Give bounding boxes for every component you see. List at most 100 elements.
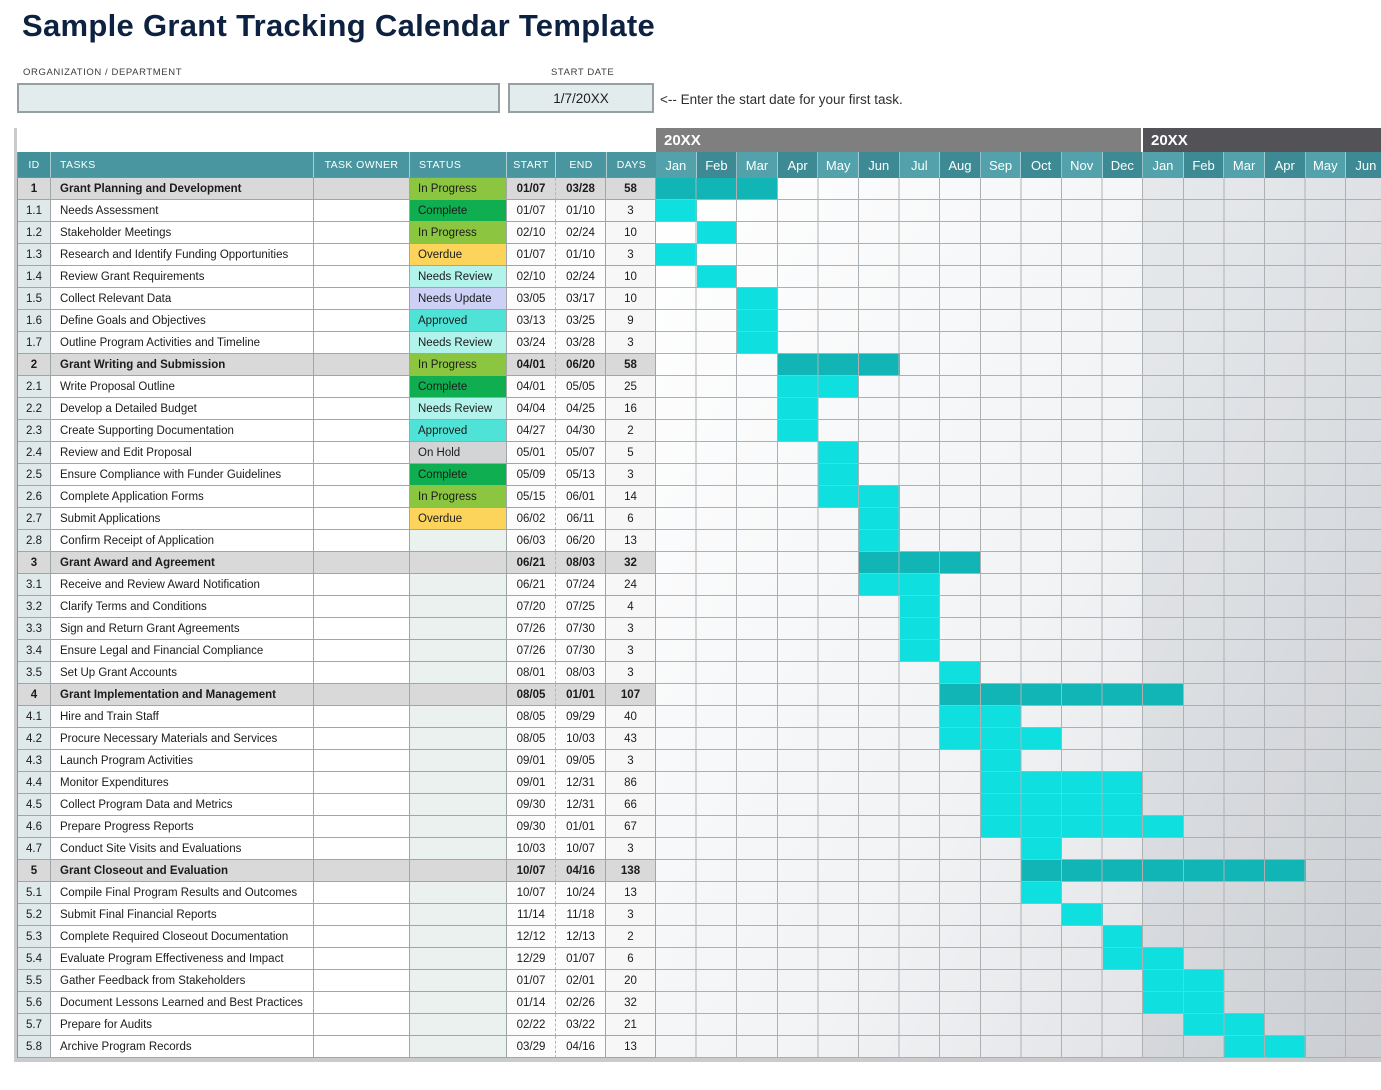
cell-start[interactable]: 07/26	[507, 640, 556, 662]
cell-days[interactable]: 58	[606, 178, 656, 200]
cell-owner[interactable]	[314, 750, 410, 772]
cell-task[interactable]: Launch Program Activities	[51, 750, 314, 772]
cell-start[interactable]: 09/30	[507, 794, 556, 816]
cell-days[interactable]: 3	[606, 464, 656, 486]
cell-days[interactable]: 86	[606, 772, 656, 794]
cell-end[interactable]: 05/13	[555, 464, 606, 486]
cell-end[interactable]: 01/10	[555, 244, 606, 266]
cell-owner[interactable]	[314, 552, 410, 574]
cell-id[interactable]: 3	[18, 552, 51, 574]
cell-id[interactable]: 1.7	[18, 332, 51, 354]
cell-status[interactable]: In Progress	[410, 178, 507, 200]
cell-task[interactable]: Sign and Return Grant Agreements	[51, 618, 314, 640]
cell-task[interactable]: Complete Required Closeout Documentation	[51, 926, 314, 948]
cell-id[interactable]: 1.6	[18, 310, 51, 332]
cell-end[interactable]: 09/29	[555, 706, 606, 728]
cell-end[interactable]: 07/24	[555, 574, 606, 596]
cell-owner[interactable]	[314, 1036, 410, 1058]
cell-owner[interactable]	[314, 376, 410, 398]
cell-task[interactable]: Document Lessons Learned and Best Practi…	[51, 992, 314, 1014]
cell-end[interactable]: 11/18	[555, 904, 606, 926]
cell-task[interactable]: Write Proposal Outline	[51, 376, 314, 398]
cell-task[interactable]: Prepare for Audits	[51, 1014, 314, 1036]
cell-id[interactable]: 4.7	[18, 838, 51, 860]
cell-start[interactable]: 04/01	[507, 354, 556, 376]
cell-status[interactable]	[410, 992, 507, 1014]
cell-start[interactable]: 01/07	[507, 970, 556, 992]
cell-task[interactable]: Collect Relevant Data	[51, 288, 314, 310]
cell-id[interactable]: 3.5	[18, 662, 51, 684]
cell-status[interactable]	[410, 904, 507, 926]
cell-status[interactable]	[410, 948, 507, 970]
cell-task[interactable]: Conduct Site Visits and Evaluations	[51, 838, 314, 860]
cell-days[interactable]: 10	[606, 222, 656, 244]
cell-id[interactable]: 4.6	[18, 816, 51, 838]
cell-end[interactable]: 03/28	[555, 178, 606, 200]
cell-status[interactable]	[410, 860, 507, 882]
cell-start[interactable]: 06/03	[507, 530, 556, 552]
organization-input[interactable]	[17, 83, 500, 113]
cell-id[interactable]: 5.1	[18, 882, 51, 904]
cell-status[interactable]	[410, 662, 507, 684]
cell-status[interactable]: In Progress	[410, 486, 507, 508]
cell-owner[interactable]	[314, 684, 410, 706]
cell-id[interactable]: 2.5	[18, 464, 51, 486]
cell-owner[interactable]	[314, 354, 410, 376]
cell-id[interactable]: 2.6	[18, 486, 51, 508]
cell-task[interactable]: Submit Applications	[51, 508, 314, 530]
cell-days[interactable]: 6	[606, 508, 656, 530]
cell-owner[interactable]	[314, 530, 410, 552]
cell-status[interactable]	[410, 970, 507, 992]
cell-owner[interactable]	[314, 486, 410, 508]
cell-start[interactable]: 03/13	[507, 310, 556, 332]
cell-owner[interactable]	[314, 618, 410, 640]
cell-days[interactable]: 6	[606, 948, 656, 970]
header-tasks[interactable]: TASKS	[51, 152, 314, 178]
cell-owner[interactable]	[314, 706, 410, 728]
cell-status[interactable]: In Progress	[410, 354, 507, 376]
start-date-input[interactable]: 1/7/20XX	[508, 83, 654, 113]
cell-start[interactable]: 04/04	[507, 398, 556, 420]
month-cell-y1-nov[interactable]: Nov	[1061, 152, 1103, 178]
cell-days[interactable]: 3	[606, 838, 656, 860]
cell-status[interactable]	[410, 926, 507, 948]
cell-end[interactable]: 12/31	[555, 794, 606, 816]
cell-status[interactable]: Needs Review	[410, 332, 507, 354]
cell-status[interactable]: Overdue	[410, 244, 507, 266]
cell-status[interactable]	[410, 794, 507, 816]
cell-id[interactable]: 4.2	[18, 728, 51, 750]
cell-id[interactable]: 2	[18, 354, 51, 376]
cell-end[interactable]: 08/03	[555, 662, 606, 684]
cell-end[interactable]: 07/30	[555, 618, 606, 640]
cell-task[interactable]: Outline Program Activities and Timeline	[51, 332, 314, 354]
cell-end[interactable]: 02/24	[555, 222, 606, 244]
cell-owner[interactable]	[314, 266, 410, 288]
cell-owner[interactable]	[314, 860, 410, 882]
cell-task[interactable]: Grant Writing and Submission	[51, 354, 314, 376]
cell-start[interactable]: 03/05	[507, 288, 556, 310]
cell-status[interactable]	[410, 530, 507, 552]
cell-days[interactable]: 20	[606, 970, 656, 992]
cell-start[interactable]: 06/02	[507, 508, 556, 530]
cell-owner[interactable]	[314, 1014, 410, 1036]
cell-start[interactable]: 08/05	[507, 706, 556, 728]
cell-start[interactable]: 10/03	[507, 838, 556, 860]
cell-days[interactable]: 10	[606, 288, 656, 310]
cell-owner[interactable]	[314, 772, 410, 794]
header-end[interactable]: END	[556, 152, 607, 178]
cell-start[interactable]: 09/30	[507, 816, 556, 838]
cell-task[interactable]: Collect Program Data and Metrics	[51, 794, 314, 816]
cell-end[interactable]: 01/07	[555, 948, 606, 970]
cell-owner[interactable]	[314, 970, 410, 992]
cell-owner[interactable]	[314, 728, 410, 750]
cell-task[interactable]: Set Up Grant Accounts	[51, 662, 314, 684]
cell-days[interactable]: 4	[606, 596, 656, 618]
cell-task[interactable]: Grant Closeout and Evaluation	[51, 860, 314, 882]
cell-days[interactable]: 13	[606, 530, 656, 552]
gantt-grid[interactable]	[656, 178, 1381, 1058]
cell-id[interactable]: 1.4	[18, 266, 51, 288]
cell-id[interactable]: 3.2	[18, 596, 51, 618]
cell-start[interactable]: 08/01	[507, 662, 556, 684]
cell-days[interactable]: 5	[606, 442, 656, 464]
cell-owner[interactable]	[314, 200, 410, 222]
